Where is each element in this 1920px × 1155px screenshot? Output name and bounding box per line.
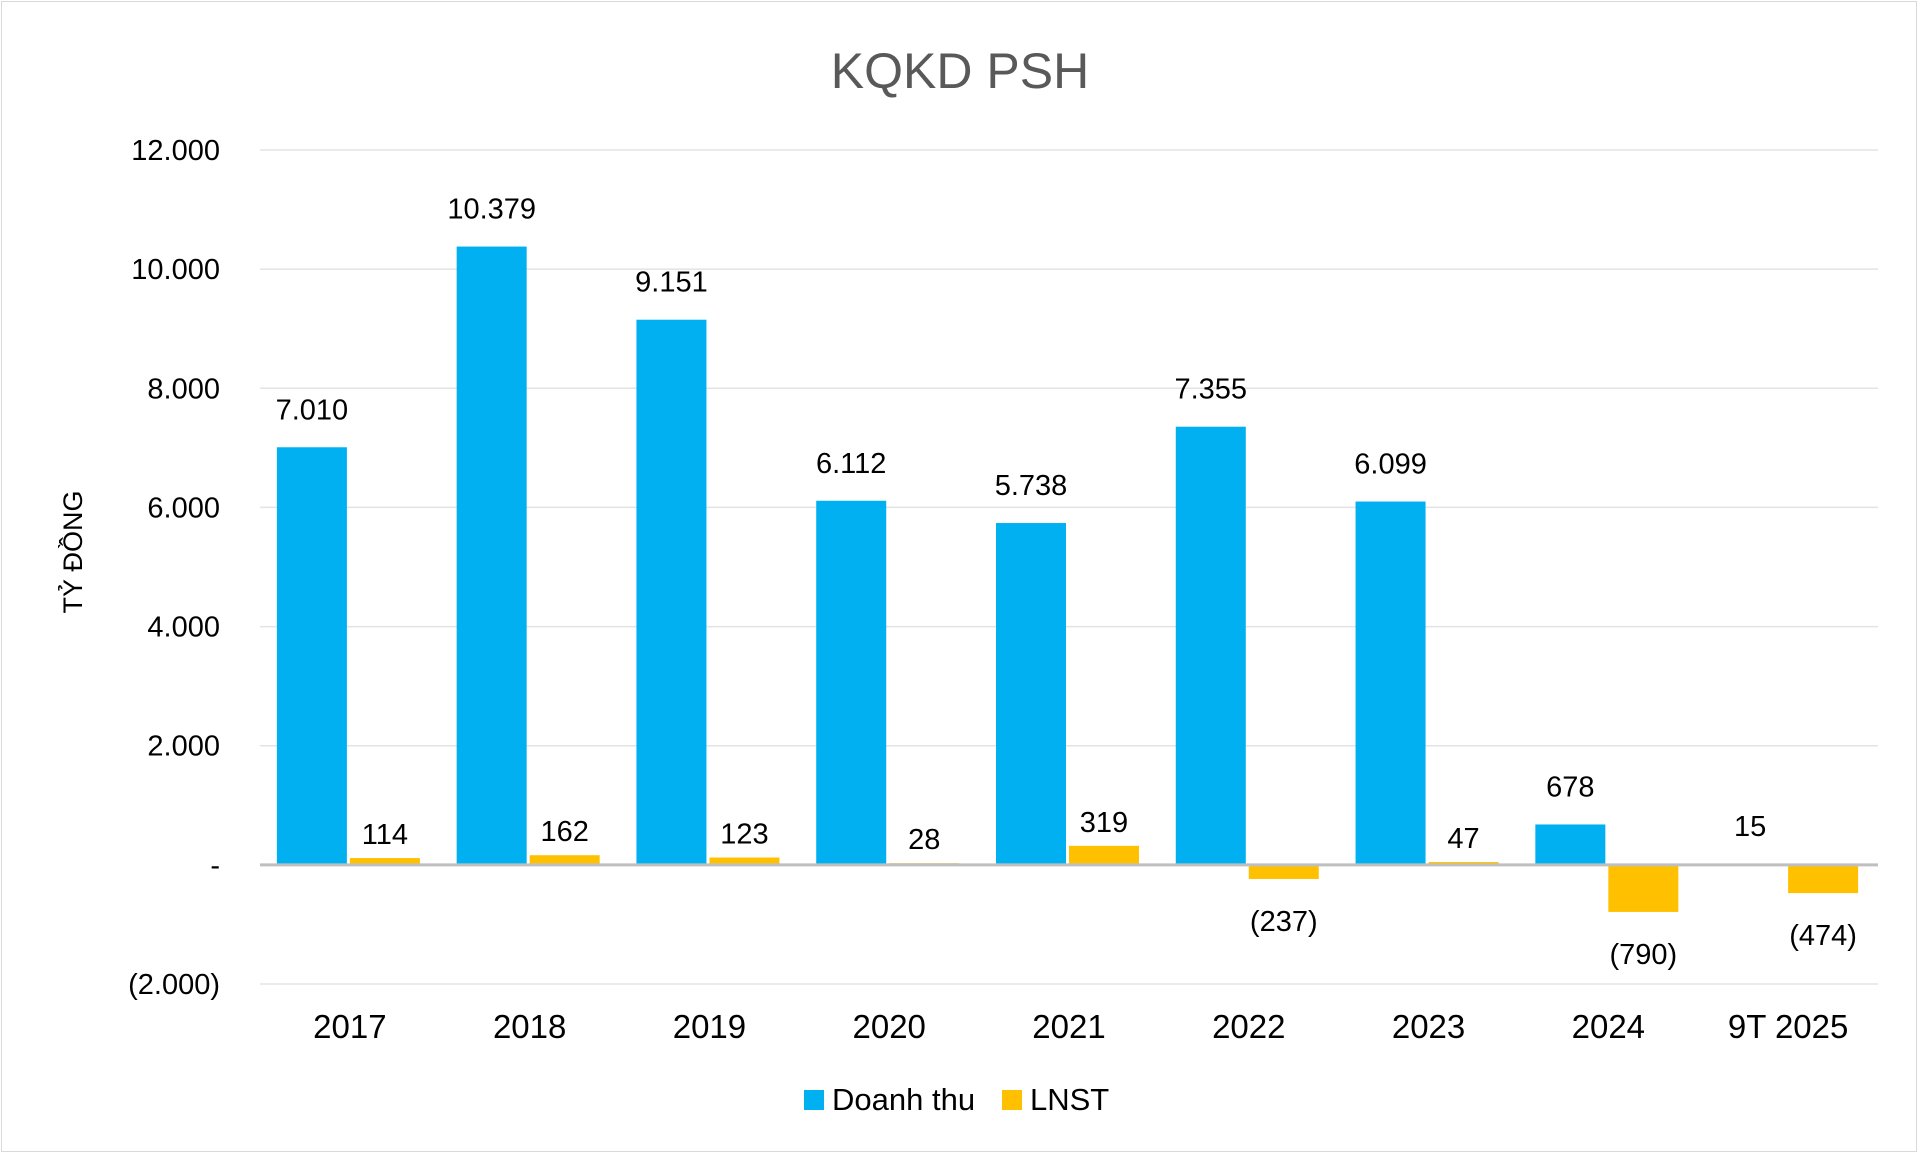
- lnst-bar-2017: [349, 858, 420, 865]
- doanh-thu-bar-2019: [636, 319, 707, 865]
- lnst-bar-2024: [1608, 864, 1679, 912]
- x-category-label: 2018: [493, 1008, 566, 1045]
- legend-swatch: [1002, 1090, 1022, 1110]
- y-axis-label: TỶ ĐỒNG: [56, 490, 88, 613]
- doanh-thu-label: 7.010: [276, 394, 349, 426]
- doanh-thu-label: 6.112: [816, 448, 886, 480]
- x-category-label: 2021: [1032, 1008, 1105, 1045]
- doanh-thu-label: 5.738: [995, 470, 1068, 502]
- lnst-label: 47: [1447, 823, 1479, 855]
- lnst-label: 123: [720, 819, 768, 851]
- x-axis-categories: 2017 2018 2019 2020 2021 2022 2023 2024 9T 2025: [313, 1008, 1848, 1045]
- lnst-label: 319: [1080, 807, 1128, 839]
- bars: [276, 246, 1859, 912]
- doanh-thu-bar-2022: [1175, 426, 1246, 865]
- doanh-thu-bar-2018: [456, 246, 527, 865]
- doanh-thu-label: 9.151: [635, 267, 708, 299]
- lnst-bar-2021: [1069, 845, 1139, 865]
- y-tick-label: 8.000: [147, 373, 220, 405]
- data-labels: 7.010 114 10.379 162 9.151 123 6.112 28 5.738 319…: [276, 194, 1857, 971]
- lnst-label: (237): [1250, 906, 1318, 938]
- doanh-thu-bar-2023: [1355, 501, 1426, 865]
- y-axis-ticks: 12.000 10.000 8.000 6.000 4.000 2.000 - (2.000): [128, 135, 220, 1001]
- doanh-thu-bar-2017: [276, 447, 347, 865]
- y-tick-label: 12.000: [131, 135, 220, 167]
- y-tick-label: 6.000: [147, 492, 220, 524]
- lnst-bar-2022: [1248, 864, 1319, 879]
- lnst-bar-2019: [709, 857, 780, 865]
- lnst-label: 162: [540, 816, 588, 848]
- y-tick-label: 4.000: [147, 612, 220, 644]
- lnst-label: 114: [362, 819, 408, 851]
- doanh-thu-label: 678: [1546, 771, 1594, 803]
- y-tick-label: (2.000): [128, 969, 220, 1001]
- lnst-bar-2018: [529, 855, 600, 865]
- doanh-thu-bar-2021: [996, 523, 1066, 865]
- legend-label: Doanh thu: [832, 1082, 975, 1117]
- doanh-thu-label: 6.099: [1354, 449, 1427, 481]
- x-category-label: 2022: [1212, 1008, 1285, 1045]
- legend-label: LNST: [1030, 1082, 1109, 1117]
- chart-title: KQKD PSH: [831, 43, 1089, 99]
- legend: Doanh thu LNST: [804, 1082, 1109, 1117]
- x-category-label: 2017: [313, 1008, 386, 1045]
- x-category-label: 2020: [853, 1008, 926, 1045]
- y-tick-label: -: [210, 850, 220, 882]
- y-tick-label: 10.000: [131, 254, 220, 286]
- lnst-bar-9t-2025: [1788, 864, 1859, 894]
- lnst-label: 28: [908, 824, 940, 856]
- doanh-thu-bar-2024: [1535, 824, 1606, 865]
- x-category-label: 2024: [1572, 1008, 1645, 1045]
- x-category-label: 2019: [673, 1008, 746, 1045]
- lnst-label: (790): [1609, 939, 1677, 971]
- doanh-thu-bar-2020: [816, 500, 887, 865]
- legend-swatch: [804, 1090, 824, 1110]
- x-category-label: 2023: [1392, 1008, 1465, 1045]
- x-category-label: 9T 2025: [1728, 1008, 1849, 1045]
- gridlines: [260, 149, 1878, 985]
- lnst-label: (474): [1789, 920, 1857, 952]
- doanh-thu-label: 15: [1734, 811, 1766, 843]
- doanh-thu-label: 10.379: [447, 194, 536, 226]
- y-tick-label: 2.000: [147, 731, 220, 763]
- doanh-thu-label: 7.355: [1174, 374, 1247, 406]
